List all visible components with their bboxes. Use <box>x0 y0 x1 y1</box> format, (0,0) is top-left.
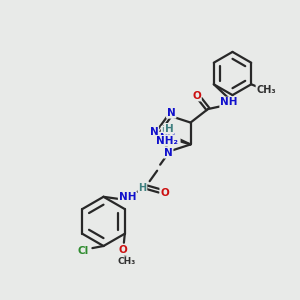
Text: NH: NH <box>220 98 238 107</box>
Text: CH₃: CH₃ <box>256 85 276 95</box>
Text: H: H <box>165 124 173 134</box>
Text: O: O <box>192 91 201 100</box>
Text: NH₂: NH₂ <box>156 136 178 146</box>
Text: NH₂: NH₂ <box>159 133 180 142</box>
Text: N: N <box>167 108 176 118</box>
Text: Cl: Cl <box>78 245 89 256</box>
Text: N: N <box>164 148 172 158</box>
Text: H: H <box>162 127 170 136</box>
Text: NH: NH <box>119 192 136 202</box>
Text: N: N <box>149 127 158 137</box>
Text: O: O <box>119 245 128 255</box>
Text: H: H <box>138 183 146 193</box>
Text: O: O <box>160 188 169 198</box>
Text: CH₃: CH₃ <box>117 257 135 266</box>
